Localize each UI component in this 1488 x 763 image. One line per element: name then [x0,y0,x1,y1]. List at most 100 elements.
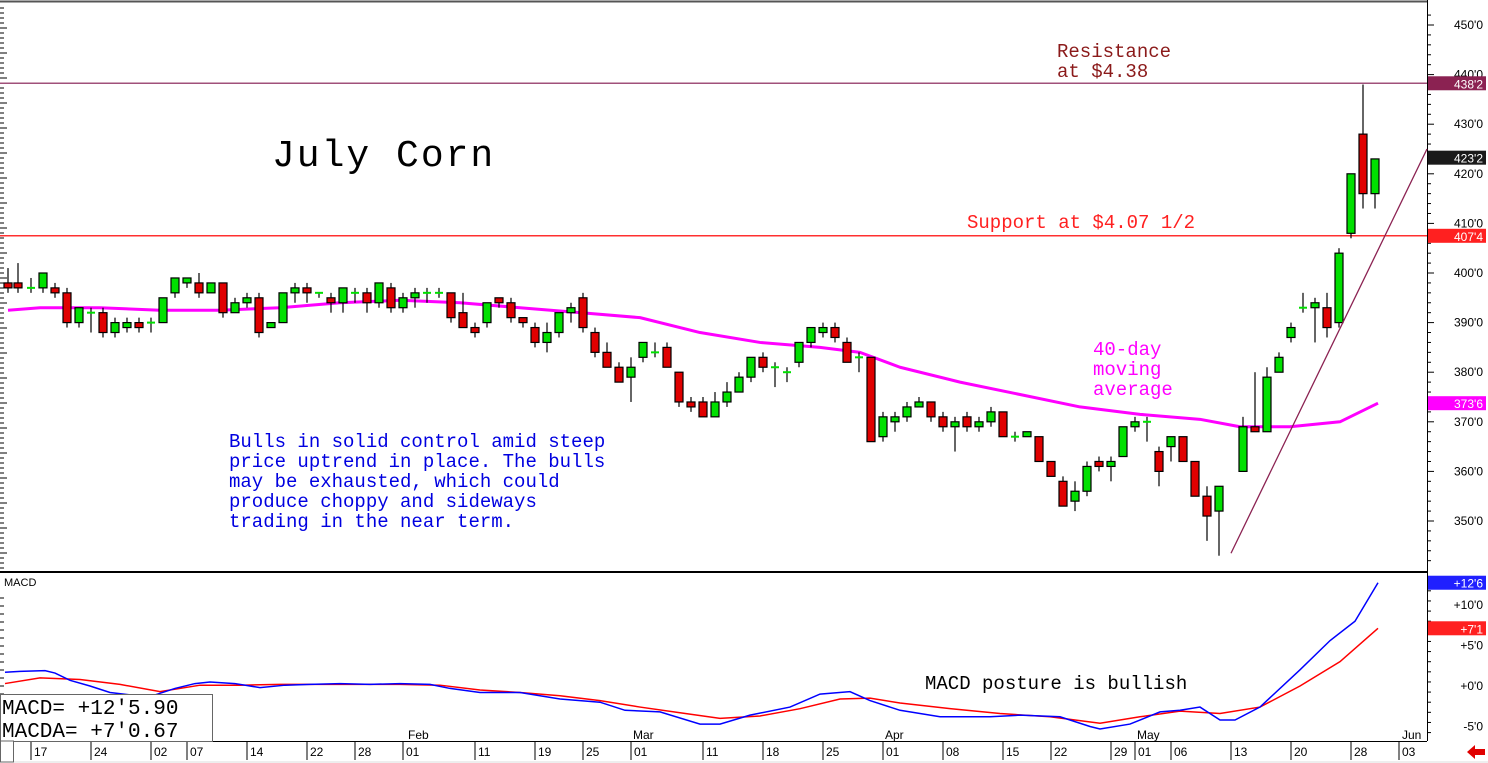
date-tick-label: 13 [1234,745,1248,759]
date-tick-label: 22 [310,745,324,759]
date-tick-label: 11 [706,745,719,759]
candle [1143,416,1151,442]
candle [338,287,348,313]
candle [758,352,768,373]
date-tick-label: 02 [154,745,168,759]
candle [362,287,372,313]
date-tick-label: 07 [190,745,204,759]
resistance-flag: 438'2 [1428,76,1486,91]
date-tick-label: 25 [826,745,840,759]
candle [110,317,120,338]
price-tick-label: 450'0 [1454,18,1483,32]
candle [315,291,323,298]
price-axis-labels: 450'0440'0430'0420'0410'0400'0390'0380'0… [1454,18,1484,734]
candle [50,282,60,298]
candle [1238,416,1248,473]
last-price-flag: 423'2 [1428,150,1486,166]
candle [1370,158,1380,209]
price-tick-label: 390'0 [1454,316,1483,330]
candle [374,282,384,308]
price-tick-label: 380'0 [1454,365,1483,379]
candle [638,341,648,363]
month-label: May [1137,728,1160,742]
candle [410,287,420,308]
svg-text:423'2: 423'2 [1454,152,1483,166]
candle [566,302,576,323]
candle [651,342,659,358]
candle [986,406,996,427]
date-tick-label: 22 [1054,745,1068,759]
candle [734,372,744,393]
candle [1058,476,1068,507]
macd-tick-label: +0'0 [1460,679,1483,693]
macd-comment: MACD posture is bullish [925,673,1187,695]
macd-tick-label: -5'0 [1463,720,1483,734]
month-label: Apr [885,728,904,742]
candle [1274,352,1284,373]
candle [626,357,636,402]
date-tick-label: 29 [1114,745,1128,759]
date-tick-label: 06 [1174,745,1188,759]
date-tick-label: 08 [946,745,960,759]
candle [1286,322,1296,343]
candle [842,337,852,363]
candle [506,297,516,323]
commentary-line2: price uptrend in place. The bulls [229,451,605,473]
candle [590,327,600,358]
price-tick-label: 430'0 [1454,117,1483,131]
month-label: Mar [633,728,654,742]
date-tick-label: 17 [34,745,48,759]
moving-average-flag: 373'6 [1428,396,1486,411]
candlesticks [3,84,1380,556]
candle [818,322,828,338]
macd-flag: +12'6 [1428,575,1486,591]
macd-tick-label: +10'0 [1454,598,1484,612]
candle [998,411,1008,438]
candle [446,292,456,323]
chart-title: July Corn [272,135,495,178]
macd-panel [4,582,1379,730]
ma-label-line2: moving [1093,359,1161,381]
candle [266,322,276,329]
candle [686,397,696,412]
candle [147,317,155,333]
candle [662,342,672,368]
date-tick-label: 01 [406,745,420,759]
candle [1214,485,1224,556]
date-tick-label: 19 [538,745,552,759]
candle [242,292,252,308]
candle [1070,481,1080,512]
date-tick-label: 28 [358,745,372,759]
candle [783,367,791,383]
candle [182,277,192,288]
candle [1166,436,1176,462]
candle [423,287,431,303]
candle [1130,416,1140,432]
candle [902,401,912,422]
date-tick-label: 24 [94,745,108,759]
candle [1034,436,1044,463]
candle [878,411,888,442]
candle [398,292,408,313]
candle [938,411,948,432]
candle [950,416,960,452]
candle [710,392,720,418]
candle [926,401,936,422]
svg-text:+7'1: +7'1 [1460,622,1483,636]
candle [530,322,540,348]
macd-readout: MACD= +12'5.90 [2,698,178,721]
uptrend-line [1230,148,1428,554]
macd-panel-label: MACD [4,577,36,589]
date-tick-label: 01 [886,745,900,759]
left-arrow-icon[interactable] [1467,745,1485,759]
candle [74,307,84,328]
candle [1250,372,1260,433]
svg-text:373'6: 373'6 [1454,397,1483,411]
candle [435,287,443,298]
date-tick-label: 11 [478,745,491,759]
candle [914,397,924,408]
candle [386,282,396,313]
macda-flag: +7'1 [1428,621,1486,636]
commentary-line5: trading in the near term. [229,511,514,533]
candle [674,371,684,407]
